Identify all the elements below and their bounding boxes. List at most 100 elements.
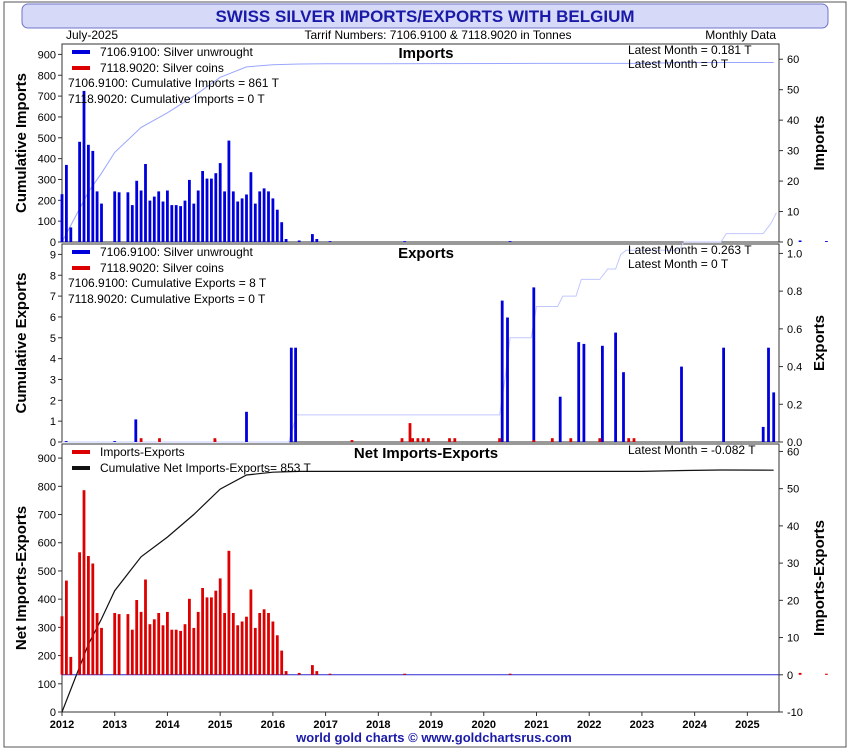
- bar-net: [210, 597, 213, 675]
- bar-exports: [350, 440, 354, 442]
- x-tick-label: 2022: [577, 719, 601, 731]
- bar-net: [403, 673, 407, 675]
- left-tick-label: 800: [38, 481, 56, 493]
- right-tick-label: 10: [787, 207, 799, 219]
- bar-exports: [400, 438, 404, 442]
- bar-exports: [532, 440, 536, 442]
- bar-imports: [117, 192, 121, 242]
- right-tick-label: 0.6: [787, 324, 802, 336]
- bar-imports: [328, 241, 332, 242]
- bar-imports: [218, 163, 222, 242]
- bar-imports: [262, 188, 266, 242]
- bar-imports: [126, 192, 130, 242]
- x-tick-label: 2015: [208, 719, 232, 731]
- cumulative-total-text: 7106.9100: Cumulative Imports = 861 T: [68, 76, 280, 90]
- right-tick-label: 0.0: [787, 437, 802, 449]
- bar-imports: [311, 234, 314, 242]
- bar-imports: [60, 194, 64, 242]
- bar-imports: [271, 198, 275, 242]
- bar-imports: [135, 180, 139, 242]
- panel-title: Imports: [398, 45, 453, 62]
- bar-net: [148, 624, 152, 675]
- left-tick-label: 0: [50, 707, 56, 719]
- bar-imports: [78, 141, 81, 242]
- left-tick-label: 6: [50, 312, 56, 324]
- bar-exports: [582, 343, 586, 442]
- panel-title: Net Imports-Exports: [354, 445, 498, 462]
- x-tick-label: 2012: [50, 719, 74, 731]
- bar-imports: [205, 178, 209, 242]
- left-tick-label: 0: [50, 437, 56, 449]
- bar-net: [284, 671, 288, 675]
- bar-imports: [157, 191, 161, 242]
- bar-imports: [69, 227, 73, 242]
- bar-exports: [416, 438, 420, 442]
- bar-imports: [139, 190, 143, 242]
- left-tick-label: 400: [38, 594, 56, 606]
- bar-imports: [297, 240, 301, 242]
- bar-imports: [166, 190, 169, 242]
- bar-imports: [253, 203, 257, 242]
- bar-exports: [158, 438, 161, 442]
- bar-imports: [192, 203, 196, 242]
- legend-swatch: [72, 450, 90, 454]
- left-tick-label: 200: [38, 195, 56, 207]
- bar-imports: [179, 206, 182, 242]
- cumulative-total-text: 7118.9020: Cumulative Imports = 0 T: [68, 92, 265, 106]
- bar-imports: [100, 203, 103, 242]
- left-tick-label: 4: [50, 354, 56, 366]
- bar-net: [253, 627, 257, 675]
- right-tick-label: 60: [787, 446, 799, 458]
- bar-net: [152, 619, 156, 675]
- left-tick-label: 500: [38, 566, 56, 578]
- cumulative-line: [62, 212, 777, 443]
- bar-net: [161, 625, 165, 675]
- bar-imports: [249, 172, 253, 242]
- bar-imports: [227, 140, 231, 242]
- latest-month-text: Latest Month = 0.181 T: [628, 43, 752, 57]
- bar-exports: [453, 438, 457, 442]
- x-tick-label: 2025: [735, 719, 759, 731]
- bar-imports: [236, 201, 240, 242]
- left-tick-label: 900: [38, 49, 56, 61]
- tariff-label: Tarrif Numbers: 7106.9100 & 7118.9020 in…: [304, 28, 571, 42]
- bar-exports: [139, 438, 143, 442]
- x-tick-label: 2014: [155, 719, 180, 731]
- bar-exports: [761, 426, 765, 442]
- cumulative-line: [61, 469, 774, 713]
- bar-net: [126, 614, 130, 675]
- bar-net: [157, 613, 161, 675]
- left-tick-label: 500: [38, 133, 56, 145]
- bar-exports: [500, 300, 504, 442]
- bar-net: [174, 629, 178, 675]
- bar-net: [100, 627, 103, 675]
- right-tick-label: 50: [787, 484, 799, 496]
- bar-exports: [569, 438, 573, 442]
- left-axis-title: Cumulative Imports: [13, 73, 30, 213]
- bar-net: [825, 673, 828, 675]
- right-tick-label: 0: [787, 237, 793, 249]
- panel-title: Exports: [398, 245, 454, 262]
- bar-imports: [210, 178, 213, 242]
- bar-imports: [403, 241, 407, 242]
- bar-net: [69, 656, 73, 675]
- bar-exports: [408, 423, 412, 442]
- plot-area-net: [61, 443, 780, 713]
- left-tick-label: 600: [38, 538, 56, 550]
- bar-net: [227, 550, 231, 675]
- chart-title: SWISS SILVER IMPORTS/EXPORTS WITH BELGIU…: [215, 7, 634, 26]
- bar-net: [188, 598, 191, 675]
- latest-month-text: Latest Month = 0 T: [628, 57, 729, 71]
- bar-net: [271, 621, 275, 675]
- bar-exports: [601, 345, 604, 442]
- footer-credit: world gold charts © www.goldchartsrus.co…: [295, 730, 572, 745]
- left-tick-label: 900: [38, 453, 56, 465]
- left-tick-label: 0: [50, 237, 56, 249]
- right-tick-label: 40: [787, 115, 799, 127]
- outer-border: [3, 1, 847, 748]
- bar-net: [508, 673, 512, 675]
- bar-net: [60, 616, 64, 675]
- left-tick-label: 100: [38, 216, 56, 228]
- bar-imports: [174, 205, 178, 242]
- left-tick-label: 600: [38, 112, 56, 124]
